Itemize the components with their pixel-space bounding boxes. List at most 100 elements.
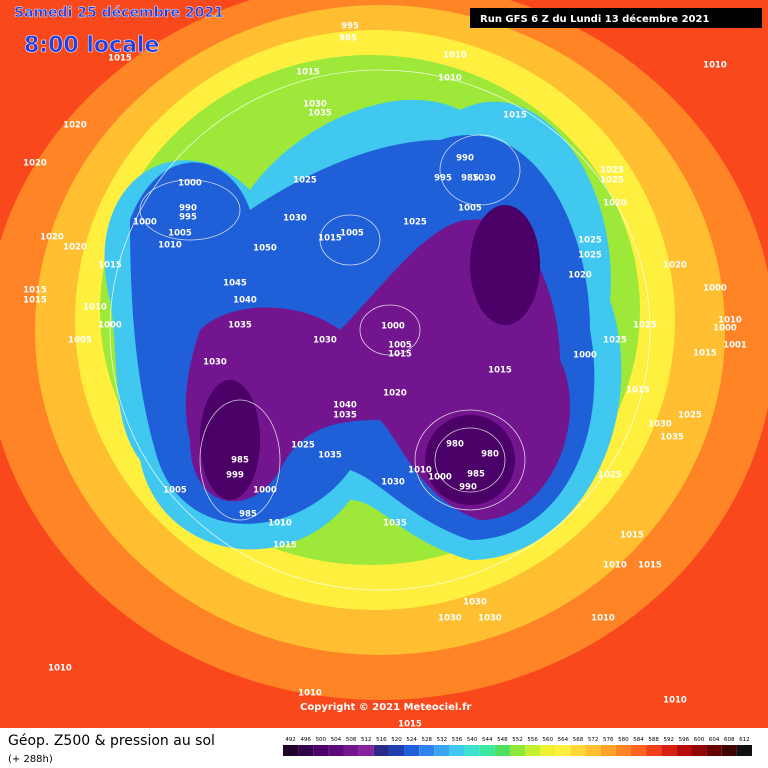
legend-swatch [343,745,359,756]
isobar-label: 1025 [603,336,627,346]
legend-swatch [615,745,631,756]
legend-label: 496 [300,737,311,743]
band [200,380,260,500]
isobar-label: 1020 [63,121,87,131]
legend-swatch [691,745,707,756]
legend-swatch [449,745,465,756]
isobar-label: 1035 [228,321,252,331]
band [470,205,540,325]
isobar-label: 1035 [660,433,684,443]
legend-swatch [464,745,480,756]
isobar-label: 980 [481,450,499,460]
isobar-label: 985 [467,470,485,480]
legend-label: 576 [603,737,614,743]
legend-label: 508 [346,737,357,743]
isobar-label: 1020 [63,243,87,253]
legend-label: 520 [391,737,402,743]
isobar-label: 1020 [603,199,627,209]
isobar-label: 1000 [428,473,452,483]
isobar-label: 1020 [23,159,47,169]
isobar-label: 1040 [233,296,257,306]
isobar-label: 1010 [603,561,627,571]
legend-swatch [676,745,692,756]
legend-label: 552 [512,737,523,743]
isobar-label: 985 [239,510,257,520]
isobar-label: 1025 [600,166,624,176]
isobar-label: 1010 [408,466,432,476]
legend-swatch [646,745,662,756]
legend-swatch [434,745,450,756]
isobar-label: 1005 [168,229,192,239]
isobar-label: 1000 [703,284,727,294]
isobar-label: 990 [456,154,474,164]
isobar-label: 1025 [291,441,315,451]
legend-label: 504 [331,737,342,743]
isobar-label: 1015 [620,531,644,541]
isobar-label: 1005 [340,229,364,239]
legend-label: 548 [497,737,508,743]
legend-label: 608 [724,737,735,743]
isobar-label: 1000 [573,351,597,361]
legend-swatch [540,745,556,756]
isobar-label: 1045 [223,279,247,289]
isobar-label: 1050 [253,244,277,254]
isobar-label: 1000 [713,324,737,334]
isobar-label: 1030 [472,174,496,184]
isobar-label: 1015 [626,386,650,396]
isobar-label: 1030 [438,614,462,624]
isobar-label: 1030 [303,100,327,110]
isobar-label: 1015 [23,286,47,296]
isobar-label: 1030 [478,614,502,624]
isobar-label: 1040 [333,401,357,411]
isobar-label: 1025 [678,411,702,421]
isobar-label: 1025 [600,176,624,186]
isobar-label: 1010 [48,664,72,674]
isobar-label: 985 [231,456,249,466]
legend-label: 580 [618,737,629,743]
legend-label: 564 [558,737,569,743]
isobar-label: 1000 [178,179,202,189]
legend-label: 540 [467,737,478,743]
isobar-label: 1015 [108,54,132,64]
isobar-label: 1000 [381,322,405,332]
legend-label: 604 [709,737,720,743]
legend-label: 592 [664,737,675,743]
isobar-label: 1030 [381,478,405,488]
isobar-label: 1001 [723,341,747,351]
legend-swatch [298,745,314,756]
isobar-label: 1005 [458,204,482,214]
isobar-label: 995 [434,174,452,184]
isobar-label: 1020 [568,271,592,281]
isobar-label: 990 [459,483,477,493]
isobar-label: 1020 [663,261,687,271]
isobars [109,69,651,591]
isobar-label: 1010 [443,51,467,61]
legend-label: 612 [739,737,750,743]
isobar-label: 1035 [333,411,357,421]
isobar-label: 1025 [293,176,317,186]
isobar-label: 1010 [718,316,742,326]
isobar-label: 995 [341,22,359,32]
legend-swatch [373,745,389,756]
isobar-label: 1015 [98,261,122,271]
isobar-label: 1010 [83,303,107,313]
isobar-label: 1015 [273,541,297,551]
isobar-label: 1030 [463,598,487,608]
legend-swatch [388,745,405,756]
legend-label: 516 [376,737,387,743]
isobar-label: 1000 [133,218,157,228]
isobar-label: 995 [179,213,197,223]
band [425,415,515,505]
legend-swatch [404,745,420,756]
legend-swatch [479,745,495,756]
isobar-label: 1020 [383,389,407,399]
isobar-label: 1030 [283,214,307,224]
isobar-label: 1005 [163,486,187,496]
isobar-label: 999 [226,471,244,481]
lead-time: (+ 288h) [8,754,53,765]
legend-label: 560 [543,737,554,743]
isobar-label: 1010 [663,696,687,706]
legend-label: 588 [648,737,659,743]
isobar-label: 1025 [598,471,622,481]
